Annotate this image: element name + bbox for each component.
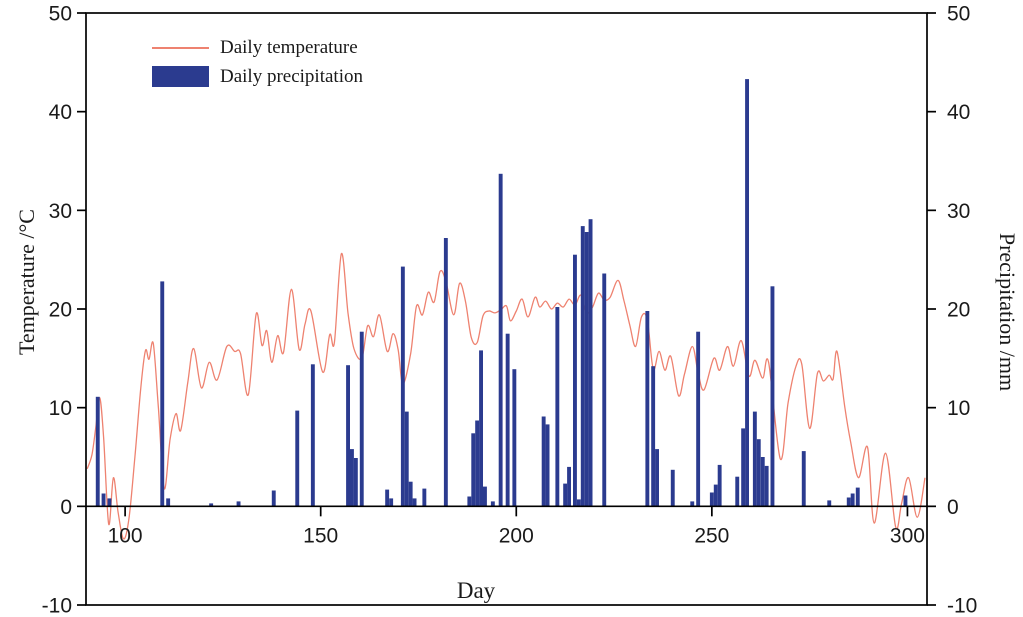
- y-axis-right-tick-label: 0: [947, 496, 959, 519]
- x-axis-tick-label: 100: [108, 524, 143, 547]
- precipitation-bar: [717, 464, 722, 507]
- precipitation-bar: [855, 487, 860, 507]
- y-axis-right-tick-label: 20: [947, 299, 970, 322]
- y-axis-left-tick-label: 40: [49, 101, 72, 124]
- precipitation-bar: [760, 457, 765, 507]
- y-axis-right-tick-label: 10: [947, 397, 970, 420]
- precipitation-bar: [741, 428, 746, 507]
- precipitation-bar: [310, 364, 315, 507]
- precipitation-bar: [350, 449, 354, 507]
- temperature-line: [86, 253, 926, 540]
- precipitation-bar: [584, 232, 589, 507]
- precipitation-bar: [655, 449, 659, 507]
- precipitation-bar: [471, 433, 476, 507]
- precipitation-bar: [271, 490, 276, 507]
- precipitation-bar: [756, 439, 761, 507]
- precipitation-bar: [107, 498, 112, 507]
- precipitation-bar-swatch: [152, 66, 209, 87]
- precipitation-bar: [408, 481, 413, 507]
- y-axis-left-tick-label: 20: [49, 299, 72, 322]
- precipitation-bar: [764, 465, 769, 507]
- precipitation-bar: [827, 500, 832, 507]
- precipitation-bar: [545, 424, 550, 507]
- legend-item-temperature: Daily temperature: [152, 33, 363, 62]
- precipitation-bar: [690, 501, 695, 507]
- precipitation-bar: [850, 493, 855, 507]
- precipitation-bar: [101, 493, 106, 507]
- precipitation-bar: [576, 499, 581, 507]
- precipitation-bar: [696, 331, 701, 507]
- precipitation-bar: [490, 501, 495, 507]
- precipitation-bar: [588, 219, 593, 507]
- precipitation-bar: [412, 498, 417, 507]
- precipitation-bar: [385, 489, 390, 507]
- precipitation-bar: [353, 458, 358, 507]
- precipitation-bar: [483, 486, 487, 507]
- precipitation-bar: [573, 254, 577, 507]
- precipitation-bar: [563, 483, 568, 507]
- precipitation-bar: [479, 350, 483, 507]
- legend: Daily temperature Daily precipitation: [152, 33, 363, 91]
- precipitation-bar: [752, 411, 757, 507]
- precipitation-bar: [602, 273, 607, 507]
- y-axis-right-tick-label: -10: [947, 595, 977, 617]
- precipitation-bar: [295, 410, 300, 507]
- precipitation-bar: [670, 469, 675, 507]
- precipitation-bar: [359, 331, 364, 507]
- precipitation-bar: [555, 307, 560, 507]
- legend-item-precipitation: Daily precipitation: [152, 62, 363, 91]
- precipitation-bar: [903, 495, 908, 507]
- precipitation-bar: [95, 396, 100, 507]
- x-axis-tick-label: 150: [303, 524, 338, 547]
- precipitation-bar: [166, 498, 171, 507]
- precipitation-bar: [770, 286, 775, 507]
- precipitation-bar: [404, 411, 409, 507]
- precipitation-bar: [651, 366, 656, 507]
- precipitation-bar: [389, 498, 394, 507]
- precipitation-bar: [512, 369, 517, 507]
- precipitation-bar: [745, 79, 749, 507]
- x-axis-tick-label: 300: [890, 524, 925, 547]
- precipitation-bar: [735, 476, 740, 507]
- y-axis-left-tick-label: 0: [60, 496, 72, 519]
- precipitation-bar: [400, 266, 405, 507]
- precipitation-bar: [346, 365, 350, 507]
- precipitation-bar: [645, 311, 650, 507]
- plot-frame: [85, 12, 928, 606]
- y-axis-left-tick-label: 30: [49, 200, 72, 223]
- precipitation-bar: [505, 333, 510, 507]
- precipitation-bar: [467, 496, 472, 507]
- precipitation-bar: [541, 416, 546, 507]
- precipitation-bar: [846, 497, 851, 507]
- temperature-line-swatch: [152, 46, 209, 49]
- x-axis-tick-label: 250: [694, 524, 729, 547]
- y-axis-right-tick-label: 50: [947, 3, 970, 26]
- precipitation-bar: [160, 281, 165, 507]
- y-axis-right-tick-label: 30: [947, 200, 970, 223]
- y-axis-right-tick-label: 40: [947, 101, 970, 124]
- y-axis-title-left: Temperature /°C: [14, 209, 39, 355]
- precipitation-bar: [422, 488, 427, 507]
- precipitation-bar: [236, 501, 241, 507]
- precipitation-bar: [713, 484, 718, 507]
- y-axis-left-tick-label: 10: [49, 397, 72, 420]
- precipitation-bar: [580, 226, 585, 507]
- precipitation-bar: [567, 466, 571, 507]
- y-axis-title-right: Precipitation /mm: [995, 232, 1020, 392]
- precipitation-bar: [443, 238, 448, 507]
- x-axis-title: Day: [456, 578, 496, 603]
- precipitation-bar: [475, 420, 480, 507]
- precipitation-bar: [709, 492, 714, 507]
- legend-label-precipitation: Daily precipitation: [220, 66, 363, 87]
- x-axis-tick-label: 200: [499, 524, 534, 547]
- y-axis-left-tick-label: -10: [42, 595, 72, 617]
- y-axis-left-tick-label: 50: [49, 3, 72, 26]
- precipitation-bar: [801, 451, 806, 507]
- precipitation-bar: [209, 503, 214, 507]
- precipitation-bar: [498, 173, 503, 507]
- legend-label-temperature: Daily temperature: [220, 37, 358, 58]
